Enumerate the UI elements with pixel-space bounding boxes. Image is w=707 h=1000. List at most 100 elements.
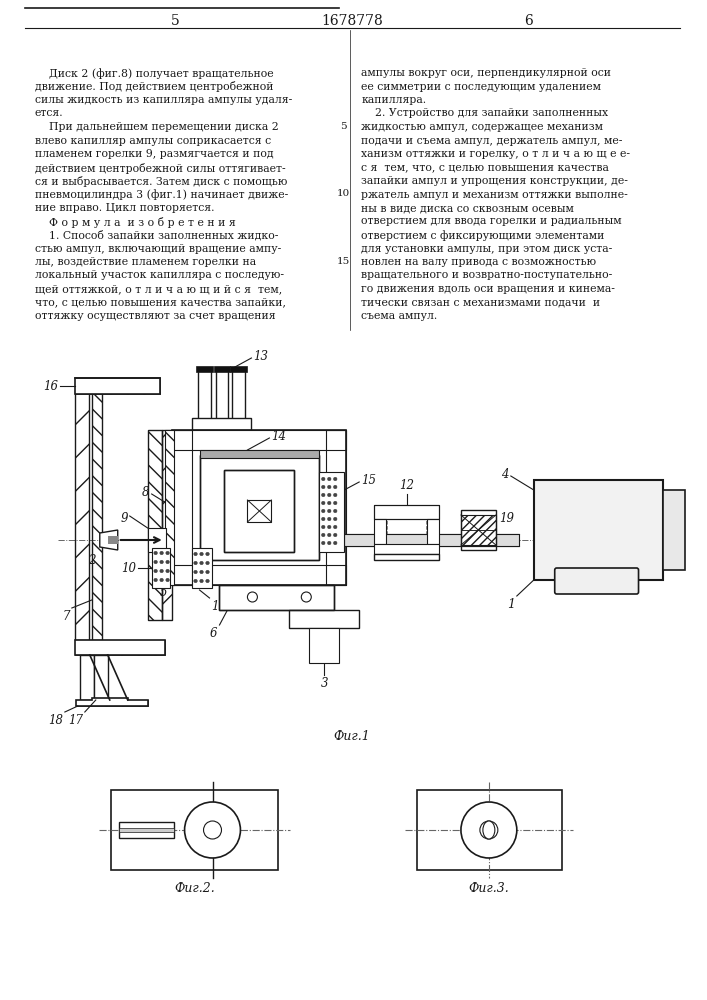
Bar xyxy=(165,430,174,585)
Bar xyxy=(148,430,162,620)
Bar xyxy=(80,655,94,700)
Bar xyxy=(289,620,359,628)
Bar xyxy=(119,828,174,832)
Bar xyxy=(214,366,230,372)
Circle shape xyxy=(160,578,163,582)
Text: 6: 6 xyxy=(210,627,218,640)
Bar xyxy=(75,390,89,640)
Bar xyxy=(148,430,162,620)
Bar xyxy=(461,510,496,550)
Text: 5: 5 xyxy=(160,585,168,598)
Circle shape xyxy=(160,569,163,573)
Circle shape xyxy=(166,569,170,573)
Text: запайки ампул и упрощения конструкции, де-: запайки ампул и упрощения конструкции, д… xyxy=(361,176,628,186)
Bar xyxy=(663,490,685,570)
Text: локальный участок капилляра с последую-: локальный участок капилляра с последую- xyxy=(35,270,284,280)
Bar xyxy=(374,519,386,544)
Text: Фиг.3.: Фиг.3. xyxy=(469,882,509,895)
Text: 6: 6 xyxy=(525,14,533,28)
Circle shape xyxy=(334,525,337,529)
Text: движение. Под действием центробежной: движение. Под действием центробежной xyxy=(35,82,274,93)
Text: капилляра.: капилляра. xyxy=(361,95,426,105)
Text: щей оттяжкой, о т л и ч а ю щ и й с я  тем,: щей оттяжкой, о т л и ч а ю щ и й с я те… xyxy=(35,284,282,294)
Bar xyxy=(374,544,439,554)
Text: 16: 16 xyxy=(43,379,58,392)
Bar xyxy=(162,430,172,620)
Bar xyxy=(199,450,320,458)
Text: 2. Устройство для запайки заполненных: 2. Устройство для запайки заполненных xyxy=(361,108,608,118)
Text: 14: 14 xyxy=(271,430,286,442)
Bar xyxy=(326,430,346,585)
Text: 4: 4 xyxy=(501,468,509,481)
Text: ние вправо. Цикл повторяется.: ние вправо. Цикл повторяется. xyxy=(35,203,214,213)
Circle shape xyxy=(206,579,209,583)
Circle shape xyxy=(200,579,204,583)
Circle shape xyxy=(334,477,337,481)
Circle shape xyxy=(185,802,240,858)
Bar xyxy=(309,628,339,640)
Text: 9: 9 xyxy=(120,512,128,524)
Text: 17: 17 xyxy=(68,714,83,727)
Text: ны в виде диска со сквозным осевым: ны в виде диска со сквозным осевым xyxy=(361,203,574,213)
Circle shape xyxy=(334,501,337,505)
Text: 5: 5 xyxy=(340,122,346,131)
Ellipse shape xyxy=(483,821,495,839)
Circle shape xyxy=(301,592,311,602)
Circle shape xyxy=(154,560,158,564)
Bar xyxy=(119,822,174,838)
Circle shape xyxy=(194,579,197,583)
Bar xyxy=(247,500,271,522)
Text: тически связан с механизмами подачи  и: тически связан с механизмами подачи и xyxy=(361,298,600,308)
Circle shape xyxy=(206,552,209,556)
Circle shape xyxy=(200,570,204,574)
Circle shape xyxy=(166,551,170,555)
Text: подачи и съема ампул, держатель ампул, ме-: подачи и съема ампул, держатель ампул, м… xyxy=(361,135,623,145)
Bar xyxy=(197,370,211,420)
Text: Фиг.1: Фиг.1 xyxy=(334,730,370,743)
Circle shape xyxy=(334,485,337,489)
Circle shape xyxy=(461,802,517,858)
Text: При дальнейшем перемещении диска 2: При дальнейшем перемещении диска 2 xyxy=(35,122,279,132)
Circle shape xyxy=(154,551,158,555)
Bar xyxy=(94,655,107,700)
Circle shape xyxy=(160,551,163,555)
Bar xyxy=(76,700,148,706)
Circle shape xyxy=(327,509,331,513)
Text: стью ампул, включающий вращение ампу-: стью ампул, включающий вращение ампу- xyxy=(35,243,281,253)
Text: жидкостью ампул, содержащее механизм: жидкостью ампул, содержащее механизм xyxy=(361,122,603,132)
Bar xyxy=(289,610,359,618)
Bar xyxy=(289,610,359,628)
Text: 7: 7 xyxy=(62,610,70,623)
Text: что, с целью повышения качества запайки,: что, с целью повышения качества запайки, xyxy=(35,298,286,308)
Circle shape xyxy=(194,570,197,574)
Text: ее симметрии с последующим удалением: ее симметрии с последующим удалением xyxy=(361,82,601,92)
Circle shape xyxy=(327,525,331,529)
Text: Ф о р м у л а  и з о б р е т е н и я: Ф о р м у л а и з о б р е т е н и я xyxy=(35,217,235,228)
Circle shape xyxy=(194,552,197,556)
Circle shape xyxy=(327,493,331,497)
Bar xyxy=(151,548,170,588)
Circle shape xyxy=(206,561,209,565)
Bar xyxy=(199,455,320,560)
Bar xyxy=(230,366,247,372)
Polygon shape xyxy=(107,536,118,544)
Bar xyxy=(461,515,496,545)
Text: оттяжку осуществляют за счет вращения: оттяжку осуществляют за счет вращения xyxy=(35,311,276,321)
Bar xyxy=(75,378,160,394)
Bar xyxy=(199,548,320,560)
Bar xyxy=(92,390,102,640)
Bar xyxy=(111,790,279,870)
Text: влево капилляр ампулы соприкасается с: влево капилляр ампулы соприкасается с xyxy=(35,135,271,145)
Bar xyxy=(172,430,192,585)
Text: го движения вдоль оси вращения и кинема-: го движения вдоль оси вращения и кинема- xyxy=(361,284,615,294)
Circle shape xyxy=(322,533,325,537)
Bar xyxy=(196,366,213,372)
Circle shape xyxy=(334,493,337,497)
Circle shape xyxy=(334,517,337,521)
Text: вращательного и возвратно-поступательно-: вращательного и возвратно-поступательно- xyxy=(361,270,612,280)
Circle shape xyxy=(480,821,498,839)
Text: действием центробежной силы оттягивает-: действием центробежной силы оттягивает- xyxy=(35,162,286,174)
Bar xyxy=(461,515,496,530)
Text: 1. Способ запайки заполненных жидко-: 1. Способ запайки заполненных жидко- xyxy=(35,230,279,241)
Bar xyxy=(320,472,344,552)
